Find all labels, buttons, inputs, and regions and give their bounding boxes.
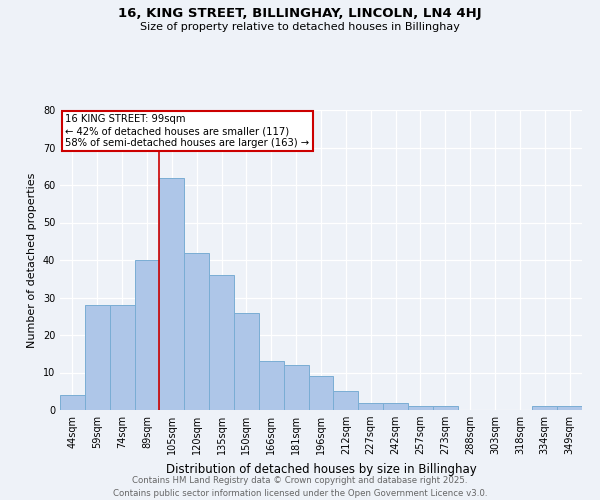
Bar — [284, 365, 308, 410]
Bar — [110, 305, 134, 410]
Bar — [308, 376, 334, 410]
X-axis label: Distribution of detached houses by size in Billinghay: Distribution of detached houses by size … — [166, 462, 476, 475]
Bar — [85, 305, 110, 410]
Bar — [234, 312, 259, 410]
Bar — [209, 275, 234, 410]
Text: Size of property relative to detached houses in Billinghay: Size of property relative to detached ho… — [140, 22, 460, 32]
Bar — [358, 402, 383, 410]
Text: Contains HM Land Registry data © Crown copyright and database right 2025.
Contai: Contains HM Land Registry data © Crown c… — [113, 476, 487, 498]
Bar — [557, 406, 582, 410]
Y-axis label: Number of detached properties: Number of detached properties — [27, 172, 37, 348]
Bar — [532, 406, 557, 410]
Bar — [259, 361, 284, 410]
Bar — [184, 252, 209, 410]
Bar — [160, 178, 184, 410]
Bar — [408, 406, 433, 410]
Bar — [383, 402, 408, 410]
Bar — [134, 260, 160, 410]
Bar — [60, 395, 85, 410]
Text: 16, KING STREET, BILLINGHAY, LINCOLN, LN4 4HJ: 16, KING STREET, BILLINGHAY, LINCOLN, LN… — [118, 8, 482, 20]
Text: 16 KING STREET: 99sqm
← 42% of detached houses are smaller (117)
58% of semi-det: 16 KING STREET: 99sqm ← 42% of detached … — [65, 114, 310, 148]
Bar — [433, 406, 458, 410]
Bar — [334, 391, 358, 410]
